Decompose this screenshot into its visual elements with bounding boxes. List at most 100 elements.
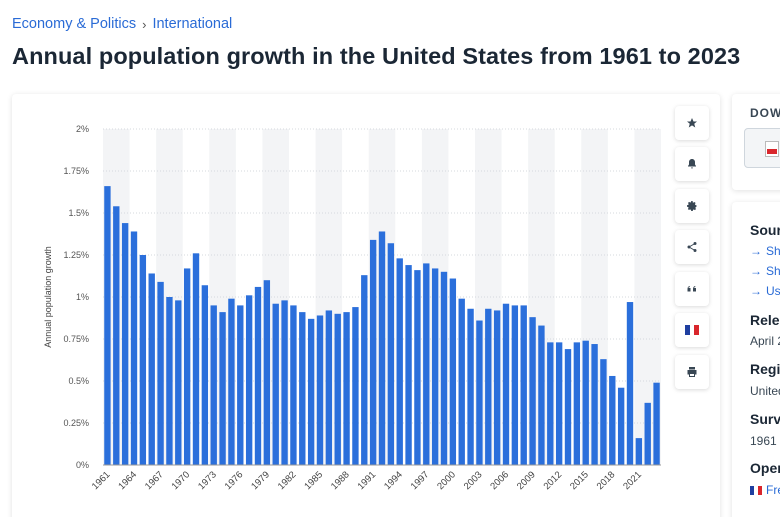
- breadcrumb-international[interactable]: International: [152, 16, 233, 32]
- citation-button[interactable]: [675, 272, 709, 306]
- x-tick-label: 1976: [223, 469, 246, 492]
- survey-value: 1961 to 2023: [750, 434, 780, 448]
- source-heading: Source: [750, 222, 780, 238]
- bar-1993: [387, 243, 395, 465]
- bar-1995: [405, 265, 412, 465]
- bar-1971: [192, 253, 200, 465]
- bar-1981: [281, 300, 288, 465]
- bar-1982: [290, 305, 297, 465]
- region-value: United States: [750, 384, 780, 398]
- bar-1965: [139, 255, 147, 465]
- settings-button[interactable]: [675, 189, 709, 223]
- bell-icon: [688, 159, 696, 169]
- bar-1972: [201, 285, 209, 465]
- research-service-link[interactable]: → Use Ask Statista Research Service: [750, 284, 780, 298]
- bar-1986: [325, 310, 333, 465]
- share-button[interactable]: [675, 230, 709, 264]
- bar-1967: [157, 281, 164, 465]
- bar-1975: [228, 298, 235, 465]
- bar-2015: [582, 340, 589, 465]
- bar-2011: [547, 342, 554, 465]
- bar-2009: [529, 317, 536, 465]
- bar-2004: [485, 308, 492, 465]
- bar-1963: [121, 223, 129, 465]
- bar-2013: [564, 349, 572, 465]
- x-tick-label: 1994: [382, 469, 405, 492]
- x-tick-label: 1991: [356, 469, 379, 492]
- bar-2006: [502, 303, 510, 465]
- arrow-right-icon: →: [750, 264, 762, 278]
- x-tick-label: 1982: [276, 469, 299, 492]
- share-icon: [687, 242, 697, 252]
- bar-1991: [369, 239, 377, 465]
- bar-2022: [644, 402, 651, 465]
- bar-1961: [104, 186, 111, 465]
- arrow-right-icon: →: [750, 244, 762, 258]
- population-growth-chart: 0%0.25%0.5%0.75%1%1.25%1.5%1.75%2%1961 19…: [43, 124, 661, 492]
- print-button[interactable]: [675, 355, 709, 389]
- bar-2002: [467, 308, 474, 465]
- open-french-link[interactable]: French: [750, 483, 780, 497]
- bar-1994: [396, 258, 403, 465]
- x-tick-label: 1988: [329, 469, 352, 492]
- bar-1978: [254, 286, 262, 465]
- breadcrumb-separator: ›: [142, 16, 147, 32]
- bar-2007: [511, 305, 519, 465]
- y-tick-label: 0.75%: [63, 334, 89, 344]
- bar-1979: [263, 280, 271, 465]
- bar-2016: [591, 344, 598, 465]
- release-heading: Release date: [750, 312, 780, 328]
- bar-1999: [440, 271, 448, 465]
- flag-icon: [685, 325, 700, 335]
- star-icon: [687, 118, 697, 128]
- show-source-link[interactable]: → Show source: [750, 244, 780, 258]
- bar-2020: [626, 302, 634, 465]
- favorite-button[interactable]: [675, 106, 709, 140]
- y-tick-label: 0%: [76, 460, 89, 470]
- bar-1989: [352, 307, 359, 465]
- page-title: Annual population growth in the United S…: [12, 43, 741, 69]
- region-heading: Region: [750, 361, 780, 377]
- x-tick-label: 2012: [542, 469, 565, 492]
- bar-2005: [493, 310, 501, 465]
- bar-1998: [431, 268, 439, 465]
- arrow-right-icon: →: [750, 284, 762, 298]
- bar-1984: [307, 318, 315, 465]
- bar-2014: [573, 342, 581, 465]
- bar-1983: [299, 312, 306, 465]
- detailed-source-label: Show detailed source information?: [766, 264, 780, 278]
- bar-1977: [245, 295, 253, 465]
- gear-icon: [687, 201, 697, 211]
- bar-1985: [316, 315, 324, 465]
- x-tick-label: 1997: [409, 469, 432, 492]
- x-tick-label: 2018: [595, 469, 618, 492]
- x-tick-label: 1967: [143, 469, 166, 492]
- download-title: DOWNLOAD: [750, 106, 780, 120]
- notification-button[interactable]: [675, 147, 709, 181]
- bar-2000: [449, 278, 457, 465]
- bar-1970: [183, 268, 191, 465]
- x-tick-label: 2000: [435, 469, 458, 492]
- breadcrumb-economy-politics[interactable]: Economy & Politics: [12, 16, 137, 32]
- breadcrumb: Economy & Politics › International: [12, 16, 232, 32]
- bar-1997: [423, 263, 430, 465]
- detailed-source-link[interactable]: → Show detailed source information?: [750, 264, 780, 278]
- x-tick-label: 2015: [568, 469, 591, 492]
- research-service-label: Use Ask Statista Research Service: [766, 284, 780, 298]
- y-tick-label: 1.25%: [63, 250, 89, 260]
- bar-2003: [476, 320, 483, 465]
- language-button[interactable]: [675, 313, 709, 347]
- y-tick-label: 2%: [76, 124, 89, 134]
- flag-icon: [750, 486, 762, 496]
- x-tick-label: 2009: [515, 469, 538, 492]
- info-panel: Source → Show source → Show detailed sourc…: [732, 202, 780, 517]
- bar-2017: [600, 359, 607, 465]
- bar-1973: [210, 305, 217, 465]
- y-tick-label: 1%: [76, 292, 89, 302]
- bar-2008: [520, 305, 527, 465]
- download-pdf-button[interactable]: [744, 128, 780, 168]
- bar-1980: [272, 303, 279, 465]
- bar-2001: [458, 298, 465, 465]
- bar-1962: [113, 206, 120, 465]
- x-tick-label: 1985: [302, 469, 325, 492]
